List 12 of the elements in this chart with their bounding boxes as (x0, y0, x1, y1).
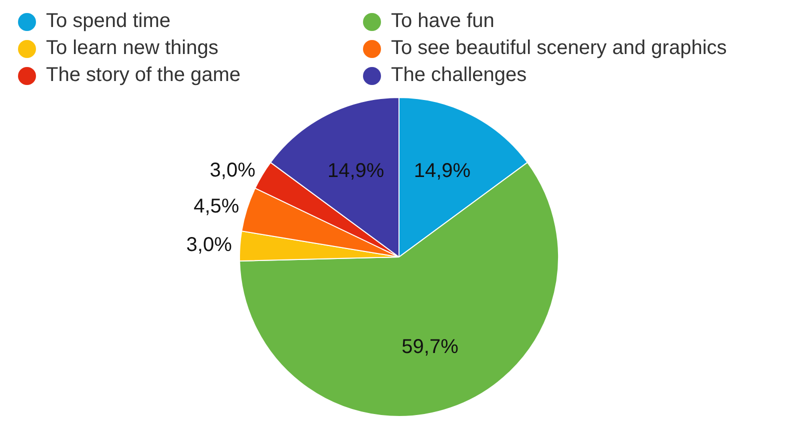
data-label: 3,0% (186, 234, 232, 256)
legend-label: The story of the game (46, 64, 241, 87)
legend-label: To spend time (46, 10, 171, 33)
data-label: 14,9% (414, 160, 471, 182)
data-label: 4,5% (194, 195, 240, 218)
data-label: 3,0% (210, 159, 256, 182)
legend-label: To learn new things (46, 37, 218, 60)
data-label: 14,9% (327, 160, 384, 182)
legend-label: To see beautiful scenery and graphics (391, 37, 727, 60)
legend-label: To have fun (391, 10, 494, 33)
legend-label: The challenges (391, 64, 527, 87)
data-label: 59,7% (402, 336, 459, 358)
